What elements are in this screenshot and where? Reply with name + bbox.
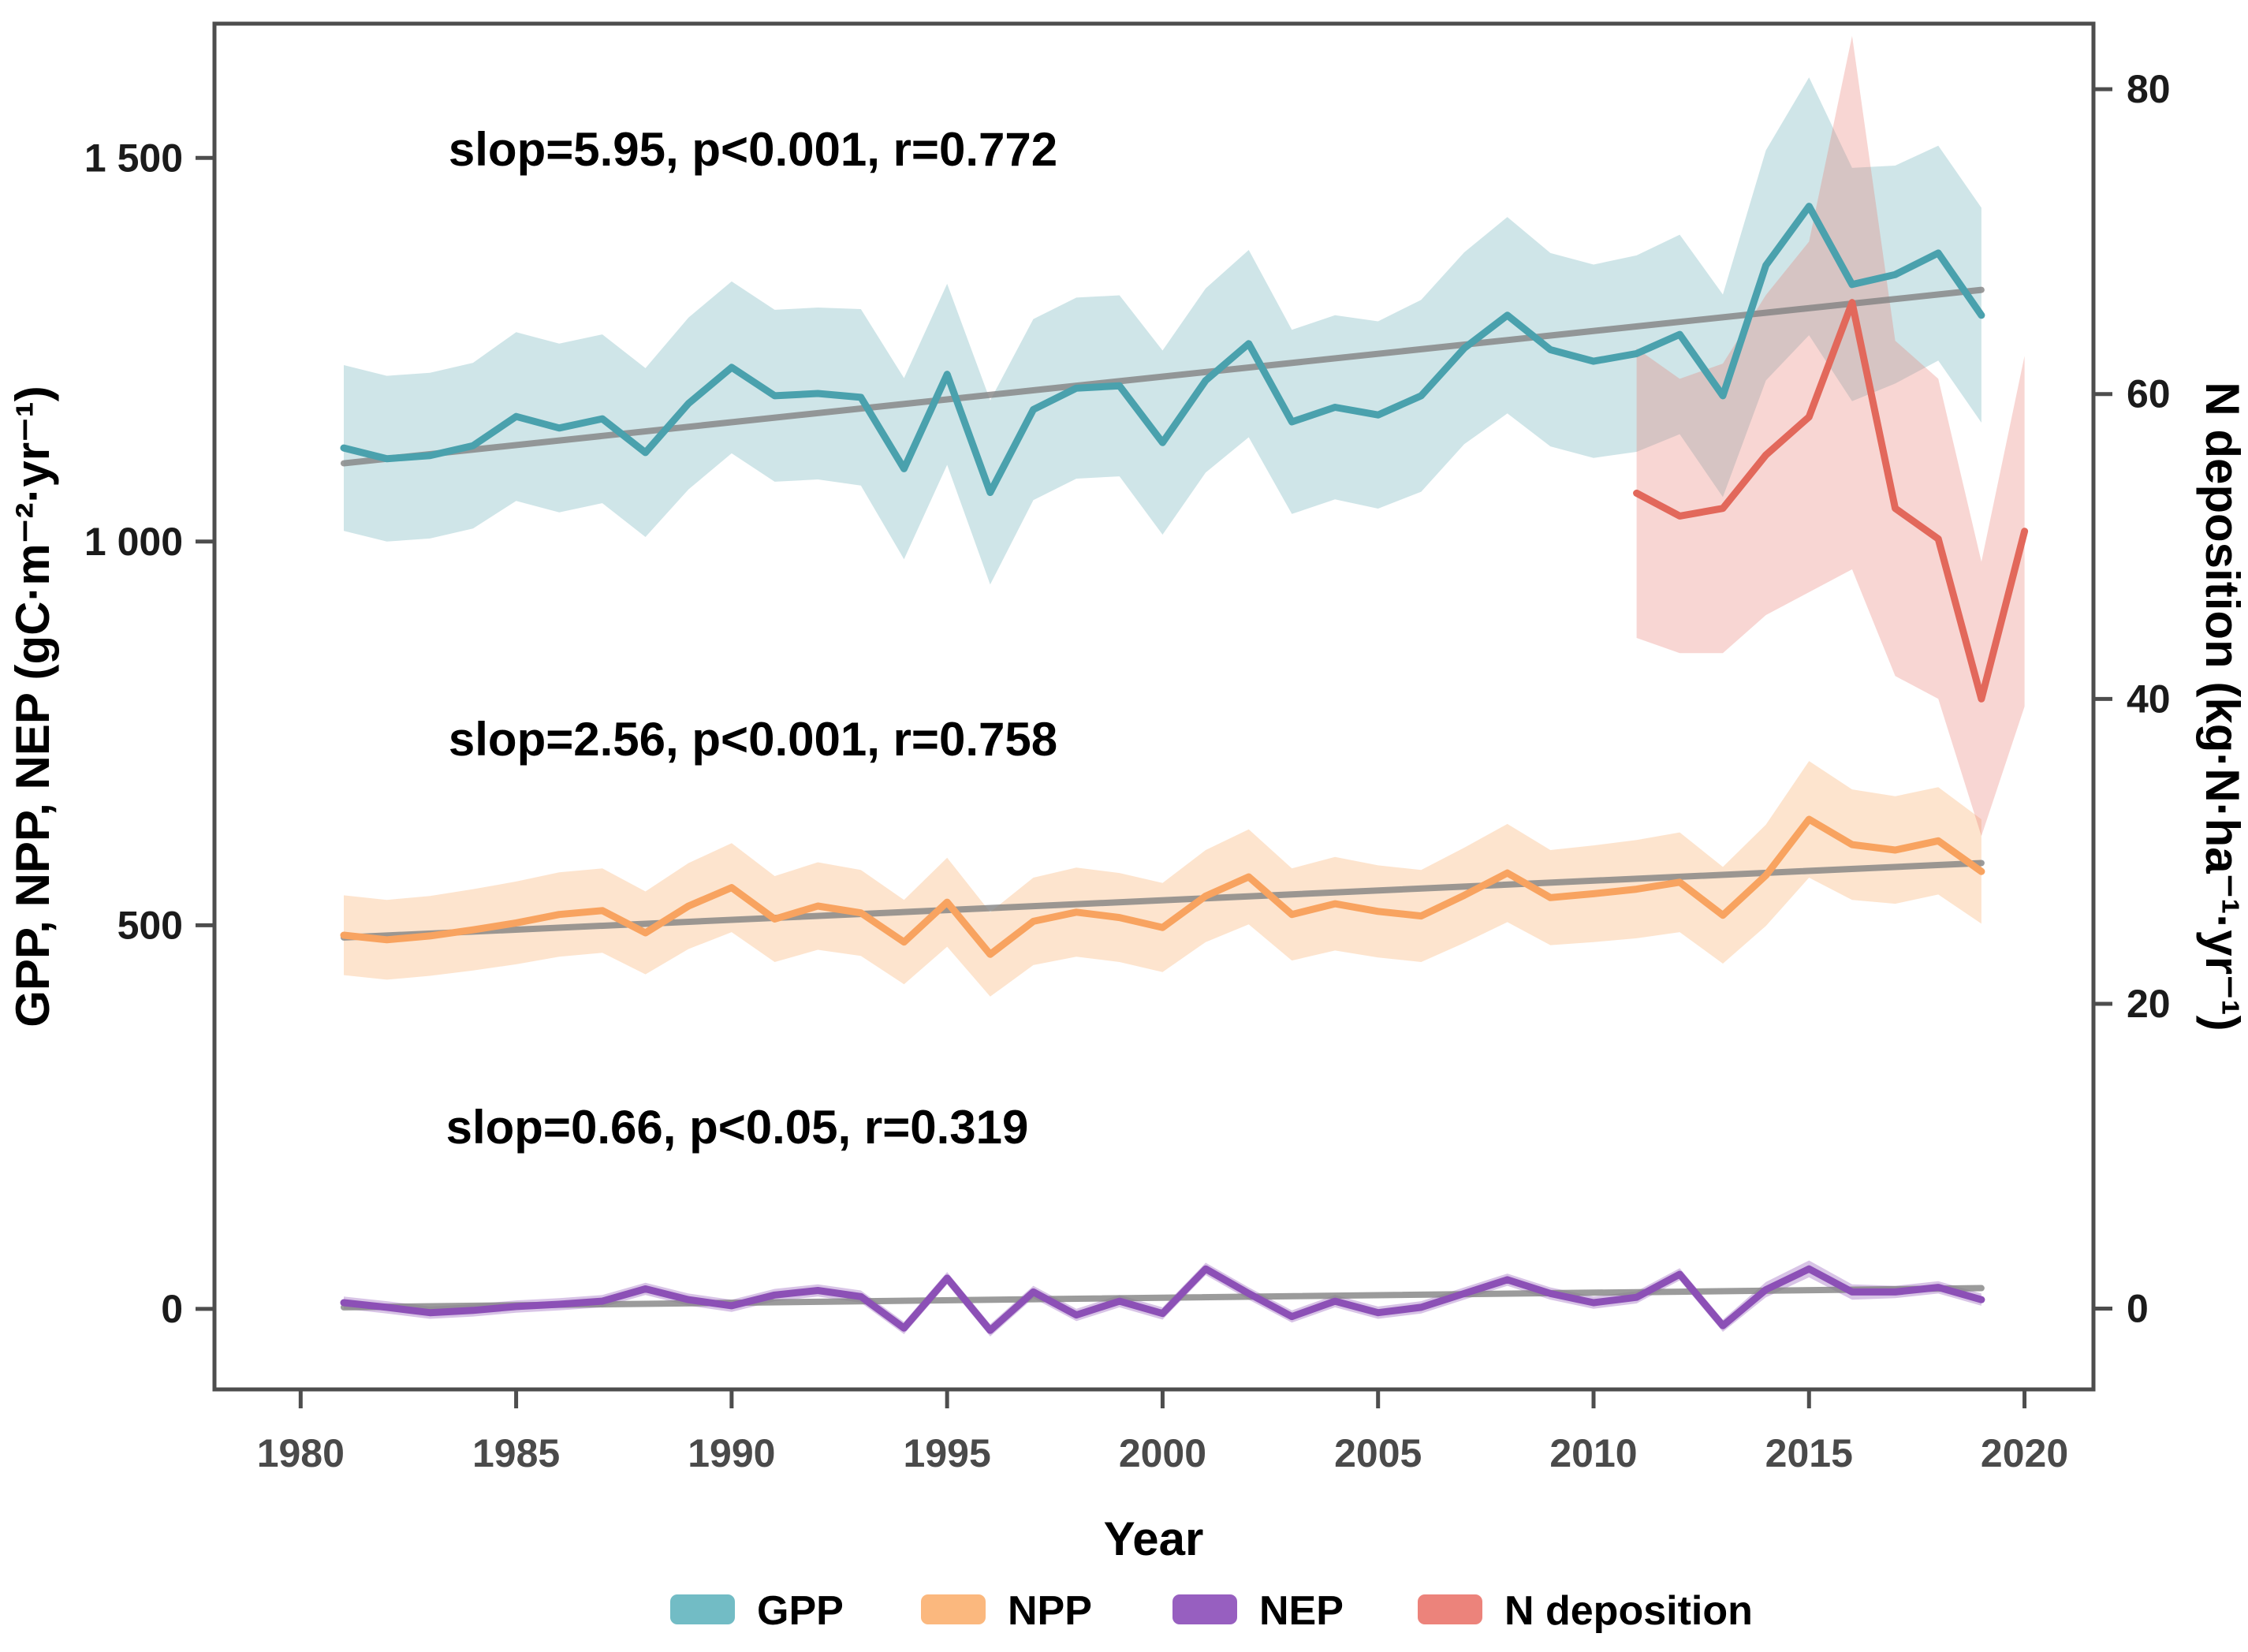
x-tick-label: 2000 — [1119, 1431, 1206, 1475]
legend: GPP NPP NEP N deposition — [670, 1588, 1753, 1634]
x-tick-label: 1980 — [257, 1431, 345, 1475]
legend-label-ndeposition: N deposition — [1504, 1588, 1753, 1634]
y-left-tick-label: 500 — [117, 903, 183, 947]
npp-ribbon — [344, 761, 1981, 997]
x-tick-label: 1995 — [904, 1431, 991, 1475]
nep-line — [340, 1265, 1985, 1334]
n-deposition-line — [1633, 299, 2029, 703]
gpp-ribbon — [344, 77, 1981, 585]
legend-swatch-nep — [1172, 1594, 1237, 1624]
y-left-tick-label: 0 — [161, 1287, 183, 1331]
series-lines — [340, 203, 2029, 1334]
legend-label-gpp: GPP — [757, 1588, 844, 1634]
gpp-line — [340, 203, 1985, 496]
regression-annotation-gpp: slop=5.95, p<0.001, r=0.772 — [449, 123, 1057, 176]
npp-trend-line — [340, 860, 1985, 941]
x-tick-label: 2010 — [1549, 1431, 1637, 1475]
y-axis-right: 0 20 40 60 80 — [2093, 67, 2171, 1331]
npp-line — [340, 815, 1985, 958]
legend-swatch-gpp — [670, 1594, 735, 1624]
y-right-tick-label: 0 — [2127, 1287, 2149, 1331]
y-axis-title-right: N deposition (kg·N·ha⁻¹·yr⁻¹) — [2196, 382, 2248, 1031]
x-tick-label: 2020 — [1981, 1431, 2068, 1475]
x-tick-label: 2005 — [1334, 1431, 1422, 1475]
y-axis-left: 0 500 1 000 1 500 — [84, 136, 214, 1331]
y-right-tick-label: 20 — [2127, 982, 2171, 1026]
legend-swatch-ndeposition — [1418, 1594, 1482, 1624]
n-deposition-ribbon — [1636, 35, 2025, 837]
y-right-tick-label: 60 — [2127, 372, 2171, 416]
regression-annotation-nep: slop=0.66, p<0.05, r=0.319 — [446, 1101, 1029, 1154]
legend-label-npp: NPP — [1008, 1588, 1092, 1634]
y-axis-title-left: GPP, NPP, NEP (gC·m⁻²·yr⁻¹) — [6, 386, 59, 1027]
legend-swatch-npp — [921, 1594, 986, 1624]
y-left-tick-label: 1 500 — [84, 136, 183, 180]
x-tick-label: 1990 — [688, 1431, 775, 1475]
nep-trend-line — [340, 1285, 1985, 1311]
x-axis: 1980 1985 1990 1995 2000 2005 2010 2015 2020 — [257, 1389, 2068, 1475]
y-right-tick-label: 40 — [2127, 677, 2171, 721]
x-axis-title: Year — [1104, 1512, 1204, 1565]
regression-annotation-npp: slop=2.56, p<0.001, r=0.758 — [449, 713, 1057, 766]
x-tick-label: 2015 — [1765, 1431, 1853, 1475]
y-left-tick-label: 1 000 — [84, 520, 183, 564]
y-right-tick-label: 80 — [2127, 67, 2171, 111]
legend-label-nep: NEP — [1259, 1588, 1344, 1634]
x-tick-label: 1985 — [472, 1431, 560, 1475]
plot-panel-border — [212, 21, 2096, 1392]
